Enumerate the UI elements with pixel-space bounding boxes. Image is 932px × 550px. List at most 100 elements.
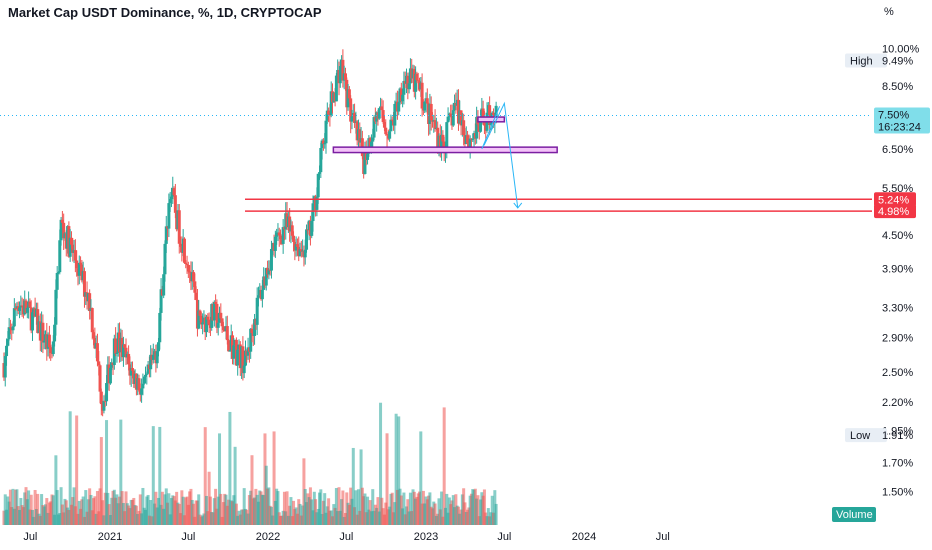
volume-bar — [119, 419, 123, 525]
candle-body — [105, 383, 109, 402]
volume-bar — [482, 489, 486, 525]
candle-body — [114, 338, 118, 354]
candle-body — [353, 113, 357, 123]
candle-body — [156, 342, 160, 352]
candle-body — [6, 339, 10, 346]
candle-body — [145, 373, 149, 375]
volume-bar — [167, 493, 171, 525]
x-axis[interactable]: Jul 2021 Jul 2022 Jul 2023 Jul 2024 Jul — [23, 531, 669, 543]
x-tick-label: Jul — [656, 531, 670, 543]
candle-body — [219, 312, 223, 319]
volume-bar — [181, 496, 185, 525]
candle-body — [324, 120, 328, 144]
volume-bar — [337, 487, 341, 525]
candle-body — [471, 138, 475, 140]
candle-body — [3, 356, 7, 378]
candle-body — [327, 110, 331, 115]
volume-bar — [203, 427, 207, 525]
candle-body — [193, 281, 197, 293]
y-tick-label: 1.50% — [882, 487, 913, 499]
candle-body — [401, 94, 405, 102]
candle-body — [12, 308, 16, 327]
volume-bar — [11, 488, 15, 525]
candle-body — [381, 110, 385, 123]
y-tick-label: 2.20% — [882, 397, 913, 409]
volume-bar — [151, 426, 155, 525]
candle-body — [481, 108, 485, 120]
candle-body — [199, 315, 203, 325]
candle-body — [479, 118, 483, 132]
candle-body — [494, 105, 498, 120]
candle-body — [321, 140, 325, 145]
volume-bar — [234, 503, 238, 525]
high-marker-label: High — [850, 56, 873, 68]
candle-body — [99, 391, 103, 405]
volume-bars — [2, 402, 498, 525]
candle-body — [167, 203, 171, 229]
candle-body — [482, 119, 486, 126]
volume-bar — [105, 420, 109, 525]
volume-bar — [397, 416, 401, 525]
volume-bar — [314, 499, 318, 525]
candle-body — [459, 110, 463, 126]
candle-body — [298, 249, 302, 257]
candle-body — [329, 91, 333, 116]
candle-body — [28, 301, 32, 308]
x-tick-label: 2024 — [572, 531, 596, 543]
volume-bar — [160, 491, 164, 525]
candle-body — [468, 138, 472, 149]
candle-body — [205, 316, 209, 333]
candle-body — [198, 310, 202, 316]
candle-body — [318, 172, 322, 174]
volume-bar — [89, 494, 93, 525]
y-tick-label: 2.50% — [882, 367, 913, 379]
candle-body — [58, 240, 62, 273]
y-tick-label: 3.90% — [882, 263, 913, 275]
y-axis[interactable]: 10.00% 8.50% 6.50% 5.50% 4.50% 3.90% 3.30% 2.90… — [882, 43, 920, 498]
volume-bar — [476, 495, 480, 525]
price-tags: 7.50%16:23:24 5.24%4.98% High 9.49% Low 1.91%… — [832, 53, 930, 522]
candle-body — [5, 345, 9, 357]
candle-body — [192, 272, 196, 282]
candle-body — [141, 383, 145, 389]
candle-body — [290, 225, 294, 236]
candle-body — [77, 262, 81, 276]
candle-body — [184, 262, 188, 264]
candle-body — [311, 203, 315, 222]
candle-body — [253, 319, 257, 336]
volume-bar — [494, 503, 498, 525]
volume-bar — [146, 494, 150, 525]
candle-body — [377, 108, 381, 119]
candle-body — [137, 378, 141, 391]
candle-body — [343, 73, 347, 80]
volume-bar — [376, 497, 380, 525]
volume-bar — [197, 494, 201, 525]
low-marker-label: Low — [850, 430, 870, 442]
candle-body — [420, 82, 424, 109]
support-tag-bg — [874, 204, 916, 219]
candle-body — [433, 120, 437, 129]
volume-bar — [276, 491, 280, 525]
low-marker-value: 1.91% — [882, 430, 913, 442]
volume-bar — [149, 499, 153, 525]
candle-body — [423, 101, 427, 111]
y-tick-label: 2.90% — [882, 333, 913, 345]
volume-bar — [55, 490, 59, 525]
support-tag-text: 5.24% — [878, 194, 909, 206]
volume-bar — [107, 504, 111, 525]
candle-body — [216, 322, 220, 328]
volume-bar — [298, 503, 302, 525]
current-price-tag-bg — [874, 107, 930, 134]
candle-body — [369, 141, 373, 149]
candle-body — [82, 271, 86, 297]
candle-body — [90, 308, 94, 333]
candle-body — [414, 73, 418, 92]
volume-bar — [99, 437, 103, 525]
candlestick-series — [2, 49, 498, 417]
wedge-line — [481, 106, 501, 150]
high-marker-bg — [845, 53, 887, 68]
volume-bar — [141, 487, 145, 525]
support-tag-text: 4.98% — [878, 206, 909, 218]
candle-body — [36, 309, 40, 333]
